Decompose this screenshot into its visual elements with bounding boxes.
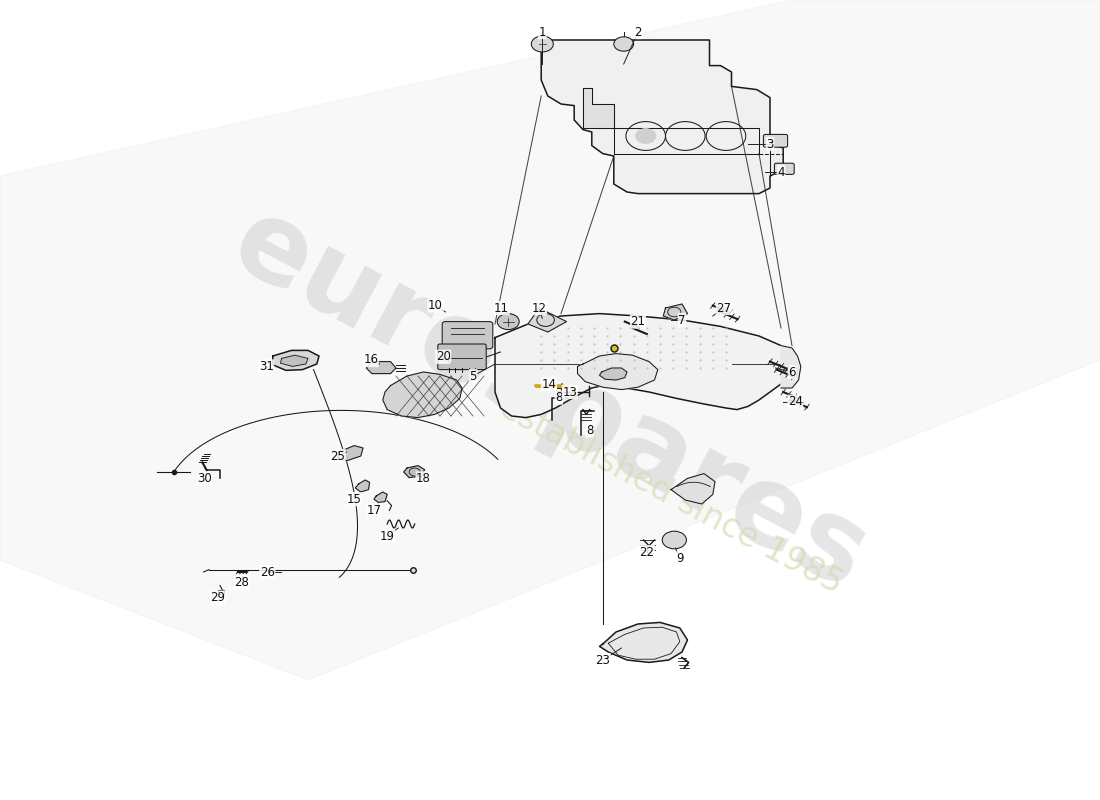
FancyBboxPatch shape	[442, 322, 493, 349]
Polygon shape	[383, 372, 462, 418]
Text: 6: 6	[789, 366, 795, 378]
Text: 19: 19	[379, 530, 395, 542]
Polygon shape	[578, 354, 658, 390]
Text: 23: 23	[595, 654, 610, 666]
Circle shape	[497, 314, 519, 330]
Text: 25: 25	[330, 450, 345, 462]
Text: 22: 22	[639, 546, 654, 558]
Text: established since 1985: established since 1985	[494, 391, 848, 601]
Text: 4: 4	[778, 166, 784, 178]
Text: 3: 3	[767, 138, 773, 150]
Polygon shape	[366, 362, 396, 374]
Polygon shape	[404, 466, 425, 478]
Text: eurospares: eurospares	[214, 188, 886, 612]
Text: 24: 24	[788, 395, 803, 408]
Circle shape	[636, 129, 656, 143]
Polygon shape	[355, 480, 370, 492]
FancyBboxPatch shape	[438, 344, 486, 370]
Polygon shape	[671, 474, 715, 504]
Text: 8: 8	[556, 391, 562, 404]
Text: 11: 11	[494, 302, 509, 314]
Text: 2: 2	[635, 26, 641, 38]
Circle shape	[614, 37, 634, 51]
Polygon shape	[600, 622, 688, 662]
Polygon shape	[374, 492, 387, 502]
Text: 30: 30	[197, 472, 212, 485]
Text: 21: 21	[630, 315, 646, 328]
Polygon shape	[541, 40, 783, 194]
Text: 10: 10	[428, 299, 443, 312]
Polygon shape	[600, 368, 627, 380]
Text: 28: 28	[234, 576, 250, 589]
Text: 17: 17	[366, 504, 382, 517]
Text: 20: 20	[436, 350, 451, 363]
Text: 12: 12	[531, 302, 547, 314]
Text: 31: 31	[258, 360, 274, 373]
Text: 18: 18	[416, 472, 431, 485]
Circle shape	[531, 36, 553, 52]
FancyBboxPatch shape	[774, 163, 794, 174]
Text: 26: 26	[260, 566, 275, 578]
Text: 1: 1	[539, 26, 546, 38]
Text: 13: 13	[562, 386, 578, 398]
Text: 9: 9	[676, 552, 683, 565]
Text: 7: 7	[679, 314, 685, 326]
Polygon shape	[663, 304, 688, 320]
Text: 15: 15	[346, 493, 362, 506]
Polygon shape	[781, 346, 801, 388]
Polygon shape	[280, 355, 308, 366]
Text: 8: 8	[586, 424, 593, 437]
Polygon shape	[528, 308, 566, 332]
Circle shape	[662, 531, 686, 549]
Text: 27: 27	[716, 302, 732, 314]
Polygon shape	[0, 0, 1100, 680]
Polygon shape	[583, 88, 614, 128]
Polygon shape	[338, 446, 363, 461]
Text: 5: 5	[470, 370, 476, 382]
FancyBboxPatch shape	[763, 134, 788, 147]
Polygon shape	[273, 350, 319, 370]
Text: 16: 16	[363, 354, 378, 366]
Text: 14: 14	[541, 378, 557, 390]
Polygon shape	[495, 314, 798, 418]
Text: 29: 29	[210, 591, 225, 604]
